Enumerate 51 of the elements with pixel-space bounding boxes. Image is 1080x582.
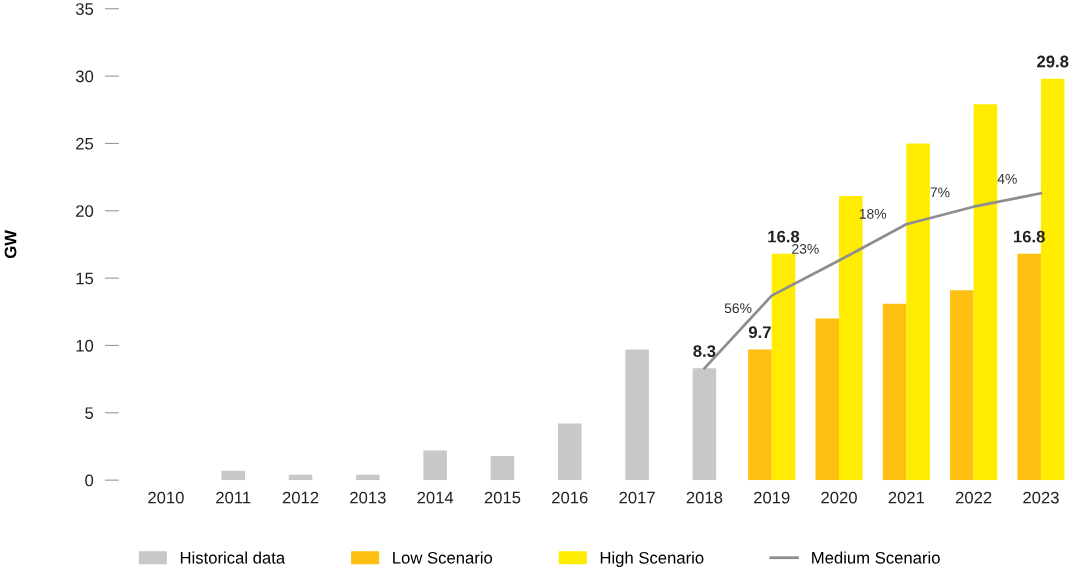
y-tick-label: 15 — [76, 272, 94, 285]
bar — [815, 318, 840, 481]
bar — [771, 253, 796, 481]
bar — [288, 474, 313, 481]
bar — [973, 104, 998, 481]
x-tick-label: 2023 — [1023, 491, 1059, 504]
x-tick-label: 2021 — [888, 491, 925, 504]
data-label: 29.8 — [1037, 55, 1069, 68]
bar — [882, 303, 907, 481]
legend-label: Historical data — [180, 551, 286, 564]
y-tick-label: 20 — [76, 205, 94, 217]
legend-label: High Scenario — [600, 551, 704, 567]
data-label: 16.8 — [768, 230, 800, 243]
bar — [221, 470, 246, 481]
y-tick-label: 35 — [75, 3, 94, 15]
bar — [1017, 253, 1041, 481]
x-tick-label: 2016 — [552, 491, 588, 504]
bar — [748, 349, 772, 481]
x-tick-label: 2012 — [282, 491, 319, 504]
x-tick-label: 2015 — [484, 491, 521, 504]
y-tick-label: 0 — [85, 474, 94, 487]
bar — [423, 450, 447, 481]
bar — [692, 368, 717, 481]
data-label: 9.7 — [748, 326, 771, 339]
x-tick-label: 2014 — [417, 491, 454, 504]
bar — [950, 290, 974, 481]
x-tick-label: 2020 — [821, 491, 857, 504]
annotation: 23% — [792, 243, 819, 254]
y-tick-label: 5 — [85, 407, 94, 420]
y-axis-title: GW — [4, 230, 17, 259]
x-tick-label: 2013 — [350, 491, 386, 504]
y-tick-label: 25 — [76, 137, 94, 150]
x-tick-label: 2018 — [686, 491, 723, 504]
legend-label: Medium Scenario — [812, 551, 940, 564]
x-tick-label: 2022 — [955, 491, 992, 504]
bar — [906, 143, 930, 481]
bar — [625, 349, 649, 481]
bar — [356, 474, 380, 481]
y-tick-label: 30 — [75, 70, 94, 83]
x-tick-label: 2010 — [148, 491, 184, 504]
annotation: 7% — [930, 187, 950, 198]
x-tick-label: 2011 — [216, 491, 251, 504]
x-tick-label: 2019 — [754, 491, 790, 504]
y-tick-label: 10 — [76, 339, 94, 352]
annotation: 56% — [724, 303, 752, 314]
legend-label: Low Scenario — [393, 551, 493, 564]
annotation: 4% — [997, 174, 1017, 184]
data-label: 8.3 — [693, 345, 716, 357]
bar — [490, 455, 515, 481]
x-tick-label: 2017 — [619, 491, 655, 504]
bar — [558, 423, 582, 481]
